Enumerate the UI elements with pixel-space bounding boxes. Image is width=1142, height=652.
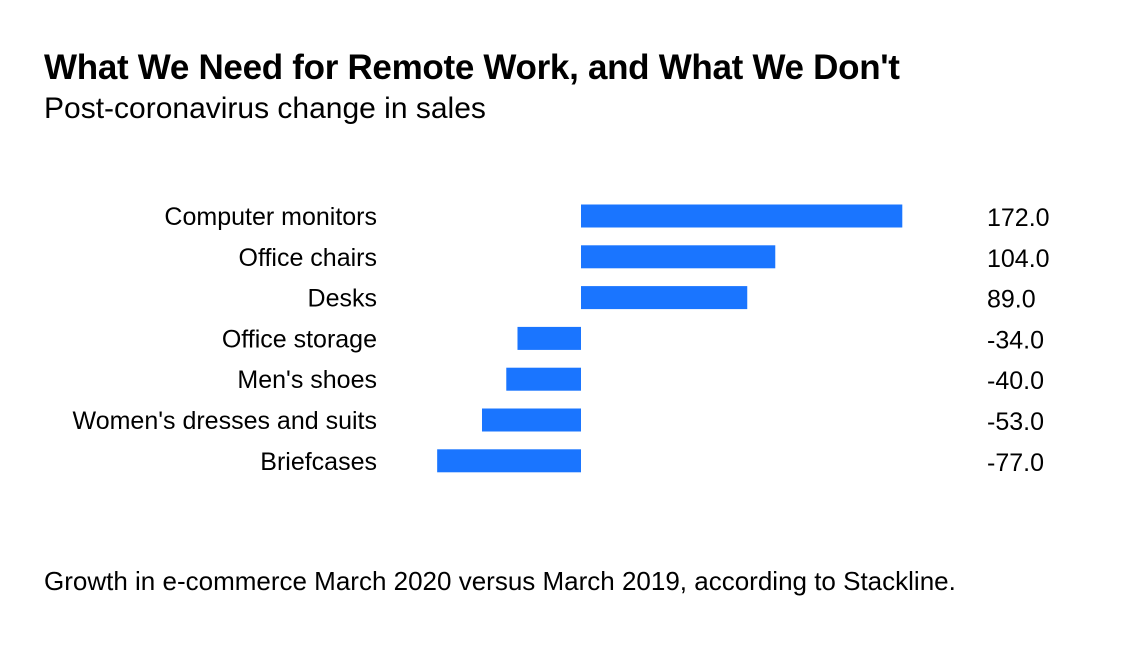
category-label: Computer monitors [164, 203, 377, 231]
bar [506, 367, 581, 391]
bar [581, 245, 776, 269]
bar [481, 408, 581, 432]
value-label: -77.0 [987, 449, 1044, 477]
chart-title: What We Need for Remote Work, and What W… [44, 48, 900, 87]
footnote: Growth in e-commerce March 2020 versus M… [44, 566, 956, 596]
value-label: -40.0 [987, 367, 1044, 395]
category-label: Desks [308, 285, 377, 313]
bar [517, 326, 581, 350]
category-label: Briefcases [260, 448, 377, 476]
category-label: Men's shoes [237, 366, 377, 394]
value-label: 172.0 [987, 204, 1050, 232]
category-label: Office storage [222, 325, 377, 353]
value-label: 104.0 [987, 245, 1050, 273]
value-label: 89.0 [987, 286, 1036, 314]
chart-subtitle: Post-coronavirus change in sales [44, 92, 486, 125]
bar [581, 204, 903, 228]
category-label: Women's dresses and suits [73, 407, 377, 435]
bar [581, 286, 748, 310]
value-label: -53.0 [987, 408, 1044, 436]
bar [437, 449, 581, 473]
value-label: -34.0 [987, 326, 1044, 354]
category-label: Office chairs [239, 244, 377, 272]
